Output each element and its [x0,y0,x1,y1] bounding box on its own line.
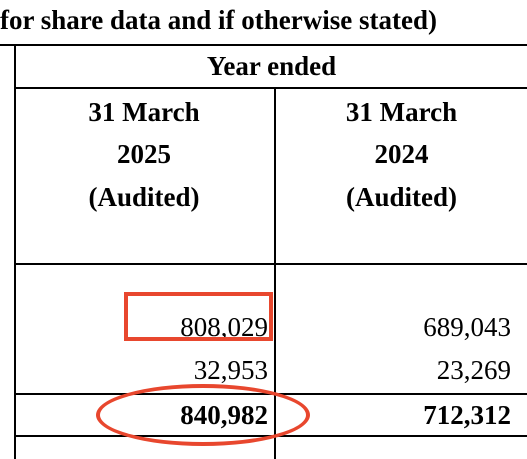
group-header-rule [14,87,527,89]
column-header-2024-date: 31 March [345,97,458,127]
column-header-2025-date: 31 March [88,97,200,127]
column-header-2024-year: 2024 [374,139,429,169]
group-header-year-ended: Year ended [206,51,337,81]
total-cell-2024: 712,312 [423,400,511,430]
column-header-2025-year: 2025 [117,139,171,169]
table-caption: for share data and if otherwise stated) [0,5,437,35]
column-divider [274,88,276,459]
top-rule [0,44,527,46]
table-cell-row1-2024: 689,043 [423,312,511,342]
highlight-rectangle [124,292,273,341]
table-cell-row2-2025: 32,953 [193,355,268,385]
table-cell-row2-2024: 23,269 [436,355,511,385]
column-header-2024-status: (Audited) [345,182,457,212]
highlight-ellipse [96,384,310,446]
header-bottom-rule [14,263,527,265]
left-border [14,44,16,459]
column-header-2025-status: (Audited) [88,182,200,212]
